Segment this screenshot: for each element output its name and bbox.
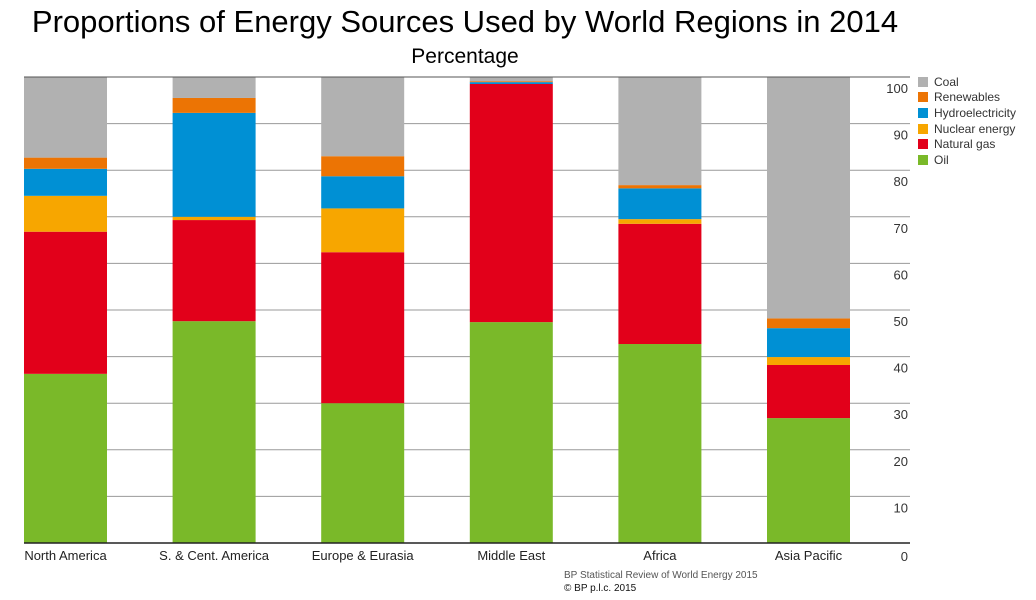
bar-segment-oil xyxy=(618,344,702,543)
legend-item: Coal xyxy=(918,74,1016,90)
legend-item: Nuclear energy xyxy=(918,121,1016,137)
bar-segment-hydroelectricity xyxy=(767,328,850,358)
legend: Coal Renewables Hydroelectricity Nuclear en… xyxy=(918,74,1016,168)
legend-swatch xyxy=(918,92,928,103)
bar-segment-natural-gas xyxy=(618,223,702,345)
y-tick-label: 20 xyxy=(894,454,908,469)
bar-segment-renewables xyxy=(321,156,405,177)
bar-segment-coal xyxy=(767,77,850,319)
legend-swatch xyxy=(918,107,928,118)
legend-item: Natural gas xyxy=(918,136,1016,152)
x-category-label: S. & Cent. America xyxy=(159,548,270,563)
bar-segment-natural-gas xyxy=(469,83,553,323)
bar-segment-natural-gas xyxy=(172,220,256,322)
legend-swatch xyxy=(918,76,928,87)
bar-segment-renewables xyxy=(24,157,107,169)
bar-segment-coal xyxy=(321,77,405,157)
y-tick-label: 0 xyxy=(901,549,908,564)
y-tick-label: 80 xyxy=(894,174,908,189)
bar-segment-coal xyxy=(172,77,256,98)
y-tick-label: 30 xyxy=(894,407,908,422)
y-tick-label: 40 xyxy=(894,361,908,376)
bar-segment-oil xyxy=(767,418,850,543)
legend-label: Natural gas xyxy=(934,137,996,152)
legend-swatch xyxy=(918,139,928,150)
bar-segment-coal xyxy=(469,77,553,82)
bar-segment-renewables xyxy=(172,97,256,113)
legend-label: Nuclear energy xyxy=(934,121,1016,136)
source-note: BP Statistical Review of World Energy 20… xyxy=(564,569,758,595)
x-category-label: Asia Pacific xyxy=(775,548,843,563)
bar-segment-natural-gas xyxy=(767,364,850,419)
legend-swatch xyxy=(918,123,928,134)
bar-segment-coal xyxy=(24,77,107,158)
chart-title: Proportions of Energy Sources Used by Wo… xyxy=(31,4,899,39)
legend-label: Renewables xyxy=(934,90,1001,105)
bar-segment-hydroelectricity xyxy=(321,176,405,209)
bar-segment-hydroelectricity xyxy=(469,82,553,84)
bar-segment-nuclear-energy xyxy=(618,219,702,224)
legend-item: Hydroelectricity xyxy=(918,105,1016,121)
bar-segment-nuclear-energy xyxy=(767,357,850,365)
bar-segment-renewables xyxy=(469,81,553,83)
bar-segment-natural-gas xyxy=(321,252,405,404)
legend-item: Oil xyxy=(918,152,1016,168)
bar-segment-renewables xyxy=(767,318,850,329)
bar-segment-nuclear-energy xyxy=(24,195,107,232)
x-category-label: Middle East xyxy=(477,548,545,563)
bar-segment-hydroelectricity xyxy=(618,188,702,220)
legend-label: Hydroelectricity xyxy=(934,105,1017,120)
source-line: BP Statistical Review of World Energy 20… xyxy=(564,570,758,581)
bar-segment-hydroelectricity xyxy=(172,112,256,217)
x-category-label: North America xyxy=(24,548,107,563)
y-tick-label: 100 xyxy=(886,81,908,96)
chart-subtitle: Percentage xyxy=(411,45,519,68)
bar-segment-hydroelectricity xyxy=(24,168,107,196)
y-tick-label: 50 xyxy=(894,314,908,329)
bar-segment-oil xyxy=(469,322,553,543)
legend-label: Coal xyxy=(934,74,959,89)
legend-swatch xyxy=(918,154,928,165)
bar-segment-coal xyxy=(618,77,702,186)
bar-segment-oil xyxy=(172,321,256,543)
bar-segment-oil xyxy=(24,373,107,543)
y-tick-label: 90 xyxy=(894,128,908,143)
bar-segment-nuclear-energy xyxy=(321,208,405,253)
legend-label: Oil xyxy=(934,152,949,167)
y-tick-label: 60 xyxy=(894,267,908,282)
y-tick-label: 10 xyxy=(894,500,908,515)
legend-item: Renewables xyxy=(918,90,1016,106)
x-category-label: Africa xyxy=(643,548,677,563)
y-tick-label: 70 xyxy=(894,221,908,236)
bar-segment-natural-gas xyxy=(24,231,107,374)
bar-segment-oil xyxy=(321,403,405,543)
bar-segment-nuclear-energy xyxy=(172,216,256,221)
bar-segment-renewables xyxy=(618,185,702,189)
x-category-label: Europe & Eurasia xyxy=(312,548,415,563)
copyright-line: © BP p.l.c. 2015 xyxy=(564,583,637,594)
